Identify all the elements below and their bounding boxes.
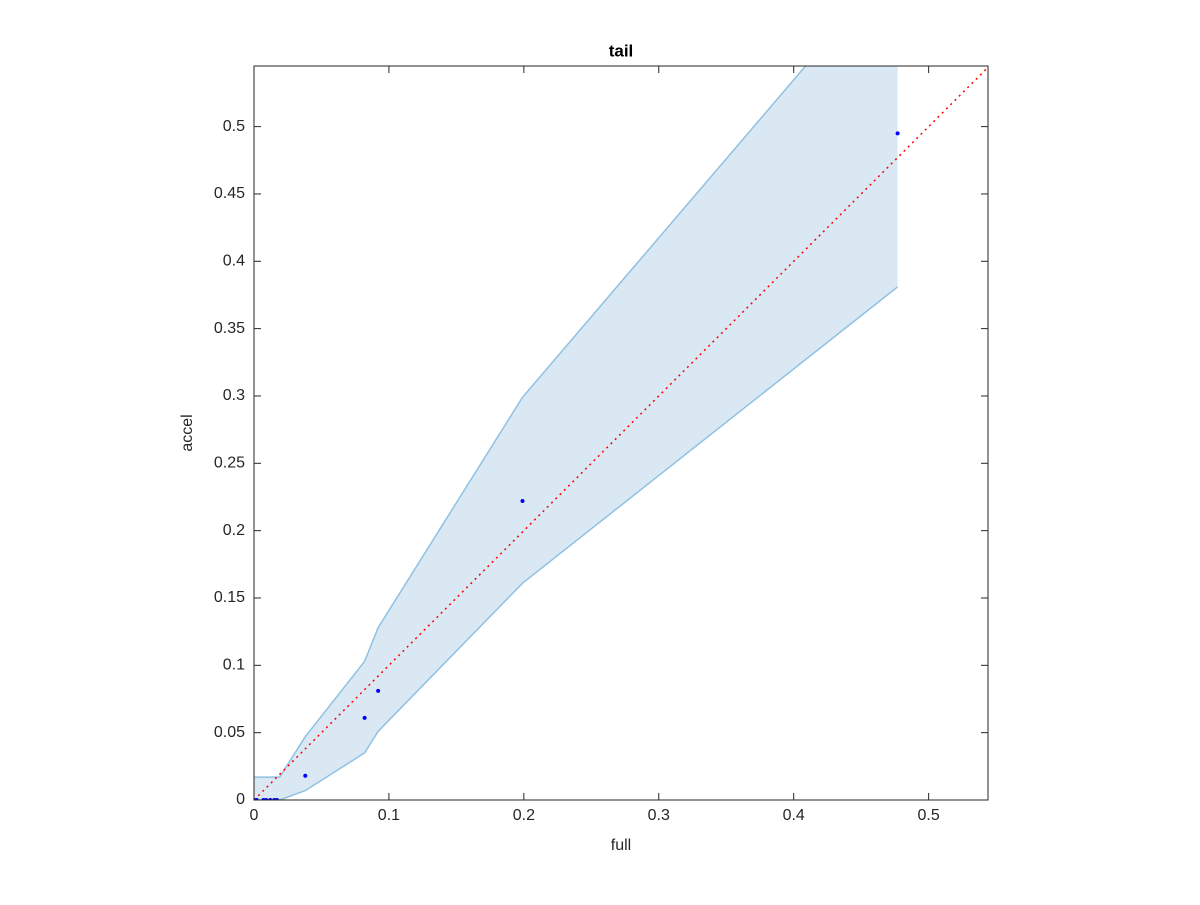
band-lower-edge bbox=[254, 286, 899, 800]
chart-title: tail bbox=[609, 41, 634, 60]
x-axis-label: full bbox=[611, 837, 631, 854]
x-tick-label: 0.5 bbox=[918, 807, 940, 824]
y-tick-label: 0.15 bbox=[214, 589, 245, 606]
y-tick-label: 0.3 bbox=[223, 387, 245, 404]
data-point bbox=[376, 688, 381, 693]
reference-line bbox=[254, 66, 988, 800]
data-point bbox=[362, 715, 367, 720]
x-tick-label: 0.2 bbox=[513, 807, 535, 824]
plot-area bbox=[254, 66, 988, 800]
y-tick-label: 0.4 bbox=[223, 253, 245, 270]
x-tick-label: 0.4 bbox=[783, 807, 805, 824]
y-tick-label: 0.1 bbox=[223, 657, 245, 674]
confidence-band bbox=[254, 66, 898, 800]
y-tick-label: 0 bbox=[236, 791, 245, 808]
y-tick-label: 0.25 bbox=[214, 455, 245, 472]
y-tick-label: 0.2 bbox=[223, 522, 245, 539]
data-point bbox=[303, 773, 308, 778]
data-point bbox=[895, 131, 900, 136]
x-tick-label: 0.3 bbox=[648, 807, 670, 824]
y-tick-label: 0.5 bbox=[223, 118, 245, 135]
data-point bbox=[520, 499, 525, 504]
x-tick-label: 0 bbox=[250, 807, 259, 824]
y-tick-label: 0.05 bbox=[214, 724, 245, 741]
axes-box bbox=[253, 65, 989, 801]
band-upper-edge bbox=[254, 66, 807, 778]
y-tick-label: 0.45 bbox=[214, 185, 245, 202]
y-tick-label: 0.35 bbox=[214, 320, 245, 337]
y-axis-label: accel bbox=[179, 414, 196, 451]
axes: 0 0.1 0.2 0.3 0.4 0.5 0 0.05 0.1 0.15 0.2 0.25 0.3 0.… bbox=[214, 65, 989, 824]
x-tick-label: 0.1 bbox=[378, 807, 400, 824]
